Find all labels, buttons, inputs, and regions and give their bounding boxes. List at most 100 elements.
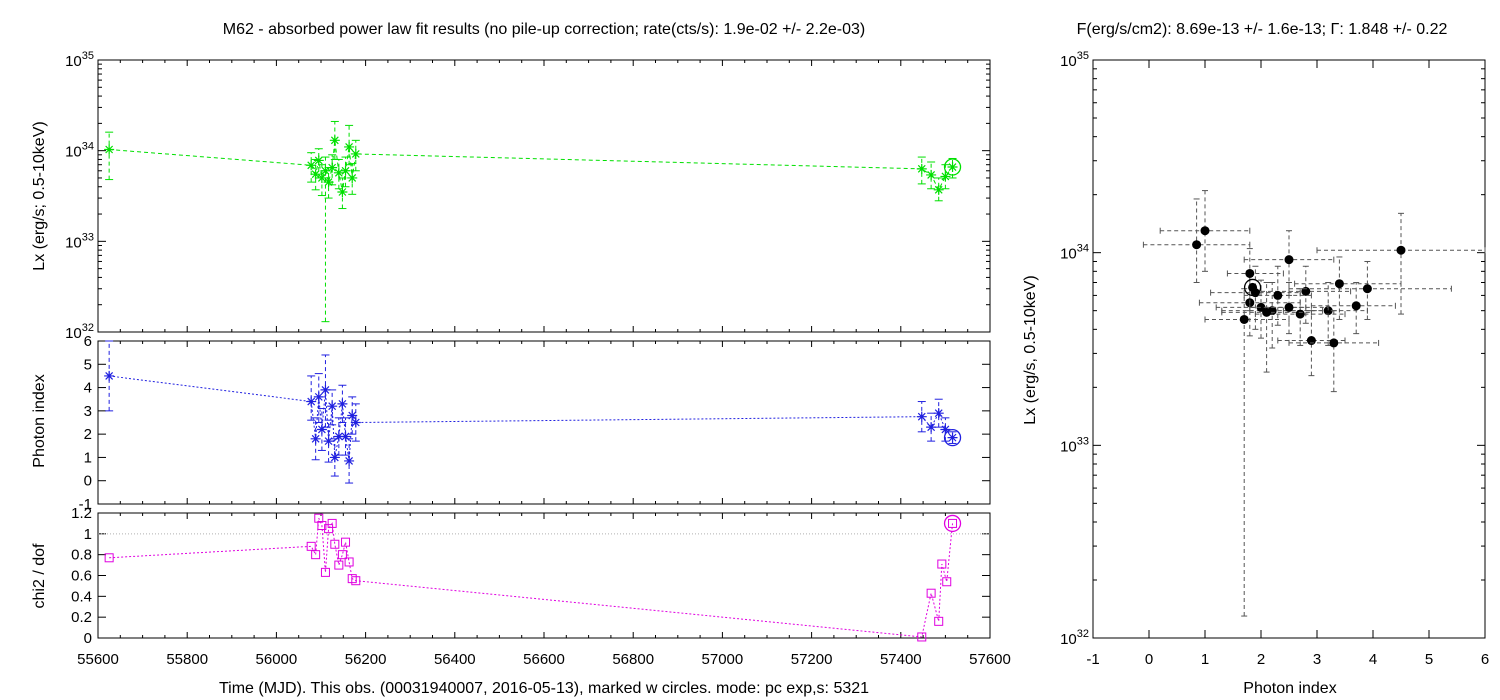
top-ytick-label: 1033 (65, 231, 94, 251)
top-point (947, 162, 958, 173)
right-xtick-label: 3 (1313, 651, 1321, 668)
right-xtick-label: 6 (1481, 651, 1489, 668)
right-point (1284, 255, 1294, 265)
mid-point (350, 417, 361, 428)
mid-point (344, 455, 355, 466)
top-point (926, 169, 937, 180)
x-tick-label: 56200 (345, 651, 387, 668)
bot-point (344, 557, 354, 567)
bot-ytick-label: 0.2 (71, 609, 92, 626)
top-ytick-label: 1034 (65, 141, 94, 161)
right-point (1262, 307, 1272, 317)
mid-point (933, 408, 944, 419)
top-point (310, 169, 321, 180)
right-xtick-label: 1 (1201, 651, 1209, 668)
bot-point (337, 550, 347, 560)
x-tick-label: 56600 (523, 651, 565, 668)
x-tick-label: 55800 (166, 651, 208, 668)
right-point (1396, 245, 1406, 255)
top-point (323, 177, 334, 188)
x-tick-label: 56000 (256, 651, 298, 668)
mid-point (926, 422, 937, 433)
mid-ytick-label: 2 (84, 426, 92, 443)
mid-point (916, 411, 927, 422)
top-point (344, 141, 355, 152)
mid-ytick-label: -1 (79, 496, 92, 513)
bot-point (320, 567, 330, 577)
bot-point (351, 576, 361, 586)
bot-point (334, 560, 344, 570)
right-title: F(erg/s/cm2): 8.69e-13 +/- 1.6e-13; Γ: 1… (1077, 21, 1448, 38)
right-xtick-label: 2 (1257, 651, 1265, 668)
x-tick-label: 57600 (969, 651, 1011, 668)
right-point (1323, 306, 1333, 316)
right-point (1239, 314, 1249, 324)
mid-point (104, 370, 115, 381)
mid-point (340, 431, 351, 442)
top-point (333, 167, 344, 178)
right-xlabel: Photon index (1243, 680, 1336, 697)
right-point (1284, 302, 1294, 312)
top-ytick-label: 1035 (65, 50, 94, 70)
top-point (347, 172, 358, 183)
bot-point (314, 513, 324, 523)
mid-point (310, 433, 321, 444)
x-tick-label: 57400 (880, 651, 922, 668)
top-point (337, 187, 348, 198)
right-point (1273, 290, 1283, 300)
x-tick-label: 56400 (434, 651, 476, 668)
top-point (350, 148, 361, 159)
mid-ytick-label: 1 (84, 449, 92, 466)
top-point (306, 160, 317, 171)
mid-ytick-label: 3 (84, 403, 92, 420)
bot-series-line (109, 518, 954, 638)
right-panel-frame (1092, 59, 1486, 639)
bottom-panel-frame (97, 512, 991, 639)
bot-ytick-label: 1.2 (71, 505, 92, 522)
bottom-xlabel: Time (MJD). This obs. (00031940007, 2016… (219, 680, 869, 697)
top-ytick-label: 1032 (65, 322, 94, 342)
mid-point (306, 396, 317, 407)
mid-ytick-label: 6 (84, 333, 92, 350)
top-point (313, 155, 324, 166)
right-point (1245, 268, 1255, 278)
x-tick-label: 57000 (702, 651, 744, 668)
mid-highlight-circle (943, 428, 962, 447)
mid-point (347, 410, 358, 421)
left-title: M62 - absorbed power law fit results (no… (223, 21, 866, 38)
right-ytick-label: 1033 (1060, 435, 1089, 455)
mid-point (316, 424, 327, 435)
bot-point (948, 518, 958, 528)
top-panel-frame (97, 59, 991, 333)
right-xtick-label: 0 (1145, 651, 1153, 668)
right-ylabel: Lx (erg/s, 0.5-10keV) (1022, 275, 1039, 424)
bot-point (311, 550, 321, 560)
right-xtick-label: -1 (1086, 651, 1099, 668)
x-tick-label: 55600 (77, 651, 119, 668)
x-tick-label: 57200 (791, 651, 833, 668)
top-series-line (109, 140, 953, 193)
mid-point (327, 401, 338, 412)
top-ylabel: Lx (erg/s; 0.5-10keV) (31, 121, 48, 270)
right-point (1334, 279, 1344, 289)
top-point (329, 135, 340, 146)
right-point (1329, 338, 1339, 348)
x-tick-label: 56800 (612, 651, 654, 668)
bot-point (306, 541, 316, 551)
mid-point (320, 384, 331, 395)
mid-ylabel: Photon index (31, 374, 48, 467)
right-point (1351, 301, 1361, 311)
bot-point (926, 588, 936, 598)
bot-point (937, 559, 947, 569)
bot-point (942, 577, 952, 587)
right-point (1200, 226, 1210, 236)
bot-point (917, 632, 927, 642)
right-ytick-label: 1035 (1060, 50, 1089, 70)
bot-ytick-label: 0.6 (71, 568, 92, 585)
bot-point (341, 537, 351, 547)
top-highlight-circle (943, 158, 962, 176)
top-point (933, 184, 944, 195)
bot-ytick-label: 0.8 (71, 547, 92, 564)
